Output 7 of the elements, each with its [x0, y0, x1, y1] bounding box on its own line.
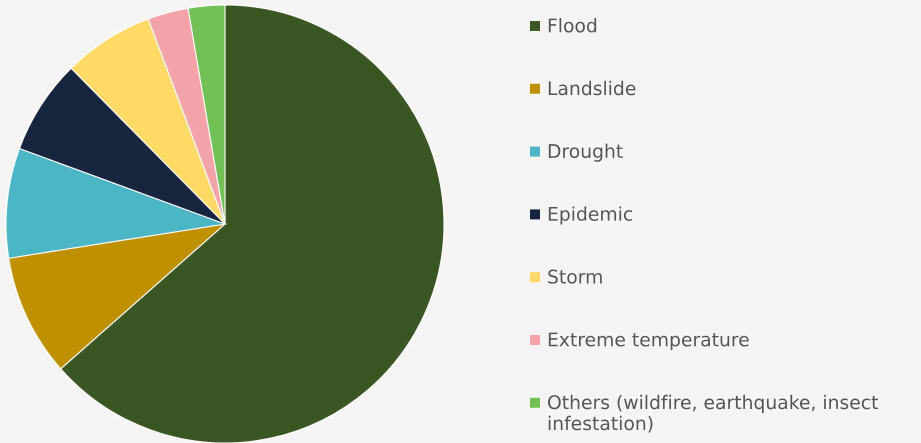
legend-label: Epidemic: [548, 206, 632, 225]
legend-label: Flood: [548, 18, 596, 33]
legend-label: Storm: [548, 270, 602, 284]
legend-label: Extreme temperature: [548, 332, 749, 350]
legend-label: Landslide: [548, 80, 636, 96]
legend-label: Others (wildfire, earthquake, insect infestation): [548, 394, 878, 433]
legend-label: Drought: [548, 144, 623, 162]
